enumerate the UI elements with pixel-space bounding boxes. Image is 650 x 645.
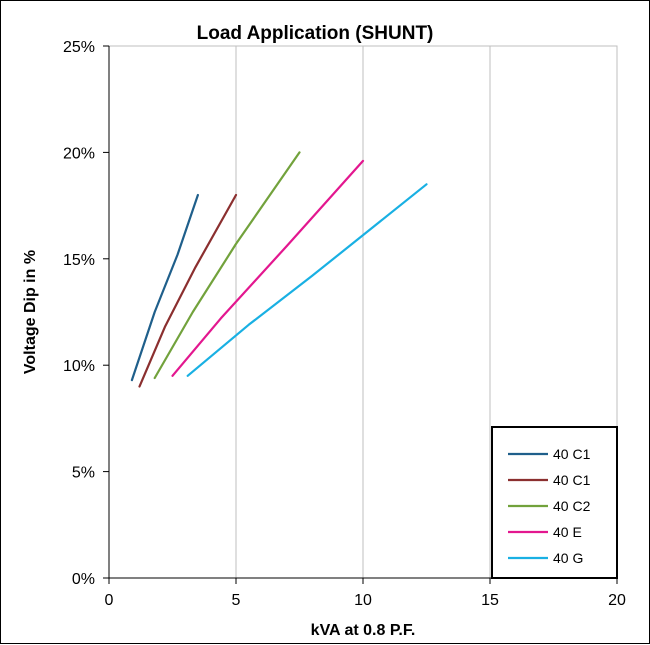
chart-title: Load Application (SHUNT) — [197, 23, 434, 44]
y-tick-label: 0% — [72, 571, 95, 588]
y-tick-label: 20% — [63, 145, 95, 162]
x-axis-label: kVA at 0.8 P.F. — [311, 622, 416, 639]
y-tick-labels: 0% 5% 10% 15% 20% 25% — [63, 39, 109, 588]
legend-label-5: 40 G — [553, 550, 583, 566]
y-axis-label: Voltage Dip in % — [22, 250, 39, 374]
series-line-1 — [130, 193, 199, 382]
x-tick-label: 10 — [354, 592, 372, 609]
legend-label-2: 40 C1 — [553, 472, 591, 488]
legend: 40 C1 40 C1 40 C2 40 E 40 G — [491, 426, 618, 579]
y-tick-label: 5% — [72, 465, 95, 482]
legend-label-4: 40 E — [553, 524, 582, 540]
x-tick-label: 20 — [608, 592, 626, 609]
y-tick-label: 10% — [63, 358, 95, 375]
series-line-3 — [153, 151, 301, 380]
legend-box — [491, 426, 618, 579]
series-line-4 — [171, 159, 365, 377]
legend-label-1: 40 C1 — [553, 446, 591, 462]
gridlines — [235, 46, 491, 578]
y-tick-label: 15% — [63, 252, 95, 269]
series-line-2 — [138, 193, 238, 388]
y-tick-label: 25% — [63, 39, 95, 56]
legend-label-3: 40 C2 — [553, 498, 591, 514]
x-tick-label: 5 — [232, 592, 241, 609]
x-tick-label: 15 — [481, 592, 499, 609]
series-lines — [130, 151, 428, 388]
x-tick-labels: 0 5 10 15 20 — [105, 578, 626, 609]
x-tick-label: 0 — [105, 592, 114, 609]
series-line-5 — [186, 183, 428, 377]
